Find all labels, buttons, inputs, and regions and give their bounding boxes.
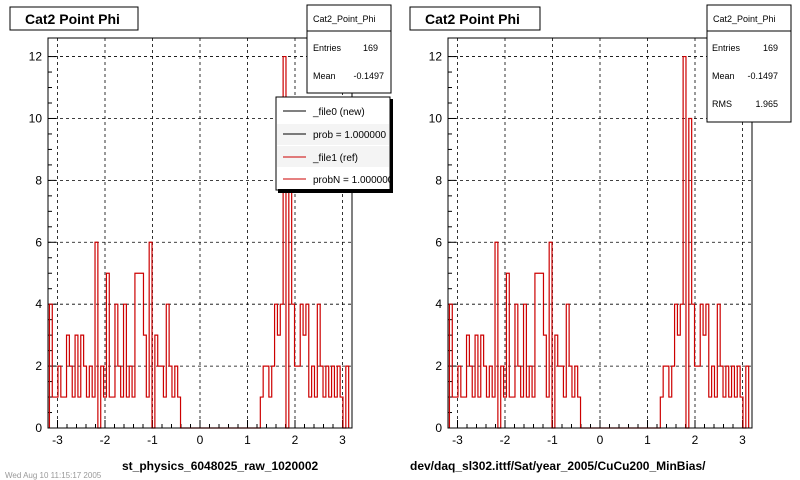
y-tick-label: 0 bbox=[435, 421, 442, 435]
y-tick-label: 0 bbox=[35, 421, 42, 435]
x-tick-label: 1 bbox=[244, 433, 251, 447]
histogram-line bbox=[448, 55, 750, 429]
stats-entries-label: Entries bbox=[313, 43, 342, 53]
x-tick-label: 0 bbox=[197, 433, 204, 447]
x-axis-label: st_physics_6048025_raw_1020002 bbox=[122, 459, 318, 473]
x-tick-label: 2 bbox=[292, 433, 299, 447]
stats-name: Cat2_Point_Phi bbox=[313, 14, 376, 24]
y-tick-label: 4 bbox=[435, 297, 442, 311]
chart-title: Cat2 Point Phi bbox=[25, 11, 120, 27]
stats-mean-value: -0.1497 bbox=[353, 71, 384, 81]
footer-timestamp: Wed Aug 10 11:15:17 2005 bbox=[5, 471, 102, 480]
stats-name: Cat2_Point_Phi bbox=[713, 14, 776, 24]
x-tick-label: 1 bbox=[644, 433, 651, 447]
stats-rms-value: 1.965 bbox=[755, 99, 778, 109]
y-tick-label: 6 bbox=[435, 235, 442, 249]
y-tick-label: 12 bbox=[429, 50, 443, 64]
x-tick-label: -1 bbox=[147, 433, 158, 447]
x-tick-label: -1 bbox=[547, 433, 558, 447]
y-tick-label: 2 bbox=[35, 359, 42, 373]
x-tick-label: 3 bbox=[739, 433, 746, 447]
y-tick-label: 10 bbox=[429, 111, 443, 125]
x-tick-label: -2 bbox=[500, 433, 511, 447]
stats-entries-value: 169 bbox=[763, 43, 778, 53]
x-tick-label: -3 bbox=[452, 433, 463, 447]
legend-label: _file0 (new) bbox=[312, 107, 365, 118]
stats-rms-label: RMS bbox=[712, 99, 732, 109]
x-tick-label: 2 bbox=[692, 433, 699, 447]
x-tick-label: 0 bbox=[597, 433, 604, 447]
histogram-line bbox=[48, 55, 350, 429]
stats-mean-label: Mean bbox=[712, 71, 735, 81]
stats-entries-label: Entries bbox=[712, 43, 741, 53]
y-tick-label: 8 bbox=[35, 173, 42, 187]
x-tick-label: 3 bbox=[339, 433, 346, 447]
legend-label: prob = 1.000000 bbox=[313, 130, 387, 141]
y-tick-label: 8 bbox=[435, 173, 442, 187]
legend-label: _file1 (ref) bbox=[312, 153, 358, 164]
x-axis-label: dev/daq_sl302.ittf/Sat/year_2005/CuCu200… bbox=[410, 459, 706, 473]
chart-title: Cat2 Point Phi bbox=[425, 11, 520, 27]
title-box bbox=[9, 6, 139, 31]
y-tick-label: 12 bbox=[29, 50, 43, 64]
y-tick-label: 10 bbox=[29, 111, 43, 125]
y-tick-label: 4 bbox=[35, 297, 42, 311]
y-tick-label: 2 bbox=[435, 359, 442, 373]
legend: _file0 (new) prob = 1.000000 _file1 (ref… bbox=[275, 96, 394, 193]
stats-mean-label: Mean bbox=[313, 71, 336, 81]
stats-box: Cat2_Point_Phi Entries 169 Mean -0.1497 … bbox=[706, 4, 792, 123]
y-tick-label: 6 bbox=[35, 235, 42, 249]
legend-label: probN = 1.000000 bbox=[313, 175, 394, 186]
stats-box: Cat2_Point_Phi Entries 169 Mean -0.1497 bbox=[306, 4, 392, 94]
title-box bbox=[409, 6, 541, 31]
x-tick-label: -2 bbox=[100, 433, 111, 447]
stats-entries-value: 169 bbox=[363, 43, 378, 53]
x-tick-label: -3 bbox=[52, 433, 63, 447]
stats-mean-value: -0.1497 bbox=[747, 71, 778, 81]
